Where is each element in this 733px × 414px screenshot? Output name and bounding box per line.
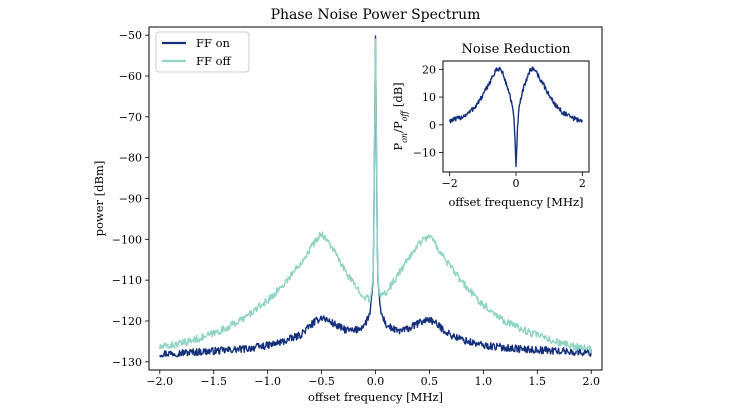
x-tick-label: −1.5 <box>200 375 227 388</box>
series-line-ff-on <box>159 35 592 358</box>
x-tick-label: 2.0 <box>582 375 600 388</box>
y-tick-label: −70 <box>119 111 142 124</box>
y-tick-label: 20 <box>422 63 436 76</box>
x-tick-label: 0 <box>513 177 520 190</box>
inset-x-axis-label: offset frequency [MHz] <box>448 195 583 209</box>
x-tick-label: 1.5 <box>529 375 547 388</box>
series-line-ff-off <box>159 38 592 354</box>
inset-ticks: −2 0 2 20 10 0 −10 <box>413 63 586 190</box>
y-tick-label: −110 <box>112 274 142 287</box>
y-tick-label: −60 <box>119 70 142 83</box>
x-tick-label: 0.5 <box>421 375 439 388</box>
x-tick-label: −1.0 <box>254 375 281 388</box>
x-tick-label: −2.0 <box>146 375 173 388</box>
y-tick-label: 0 <box>429 119 436 132</box>
inset-series <box>448 66 584 168</box>
x-tick-label: 0.0 <box>367 375 385 388</box>
main-chart-title: Phase Noise Power Spectrum <box>271 7 481 23</box>
inset-chart-title: Noise Reduction <box>462 42 572 57</box>
series-line-noise-reduction <box>448 66 584 168</box>
x-tick-label: −0.5 <box>308 375 335 388</box>
x-tick-label: 1.0 <box>475 375 493 388</box>
main-y-axis-label: power [dBm] <box>92 161 106 237</box>
legend: FF on FF off <box>155 31 250 73</box>
legend-label-ff-off: FF off <box>196 54 232 68</box>
main-series <box>159 35 592 358</box>
y-tick-label: −80 <box>119 152 142 165</box>
y-tick-label: −120 <box>112 315 142 328</box>
y-tick-label: −10 <box>413 147 436 160</box>
x-tick-label: −2 <box>442 177 458 190</box>
main-x-axis-label: offset frequency [MHz] <box>308 390 443 404</box>
y-tick-label: −50 <box>119 29 142 42</box>
inset-y-axis-label: Pon/Poff [dB] <box>391 82 409 150</box>
legend-label-ff-on: FF on <box>196 36 231 50</box>
x-tick-label: 2 <box>579 177 586 190</box>
y-tick-label: −130 <box>112 356 142 369</box>
y-tick-label: 10 <box>422 91 436 104</box>
main-ticks: −2.0 −1.5 −1.0 −0.5 0.0 0.5 1.0 1.5 2.0 −50 −60 −70… <box>112 29 600 388</box>
y-tick-label: −90 <box>119 193 142 206</box>
y-tick-label: −100 <box>112 233 142 246</box>
